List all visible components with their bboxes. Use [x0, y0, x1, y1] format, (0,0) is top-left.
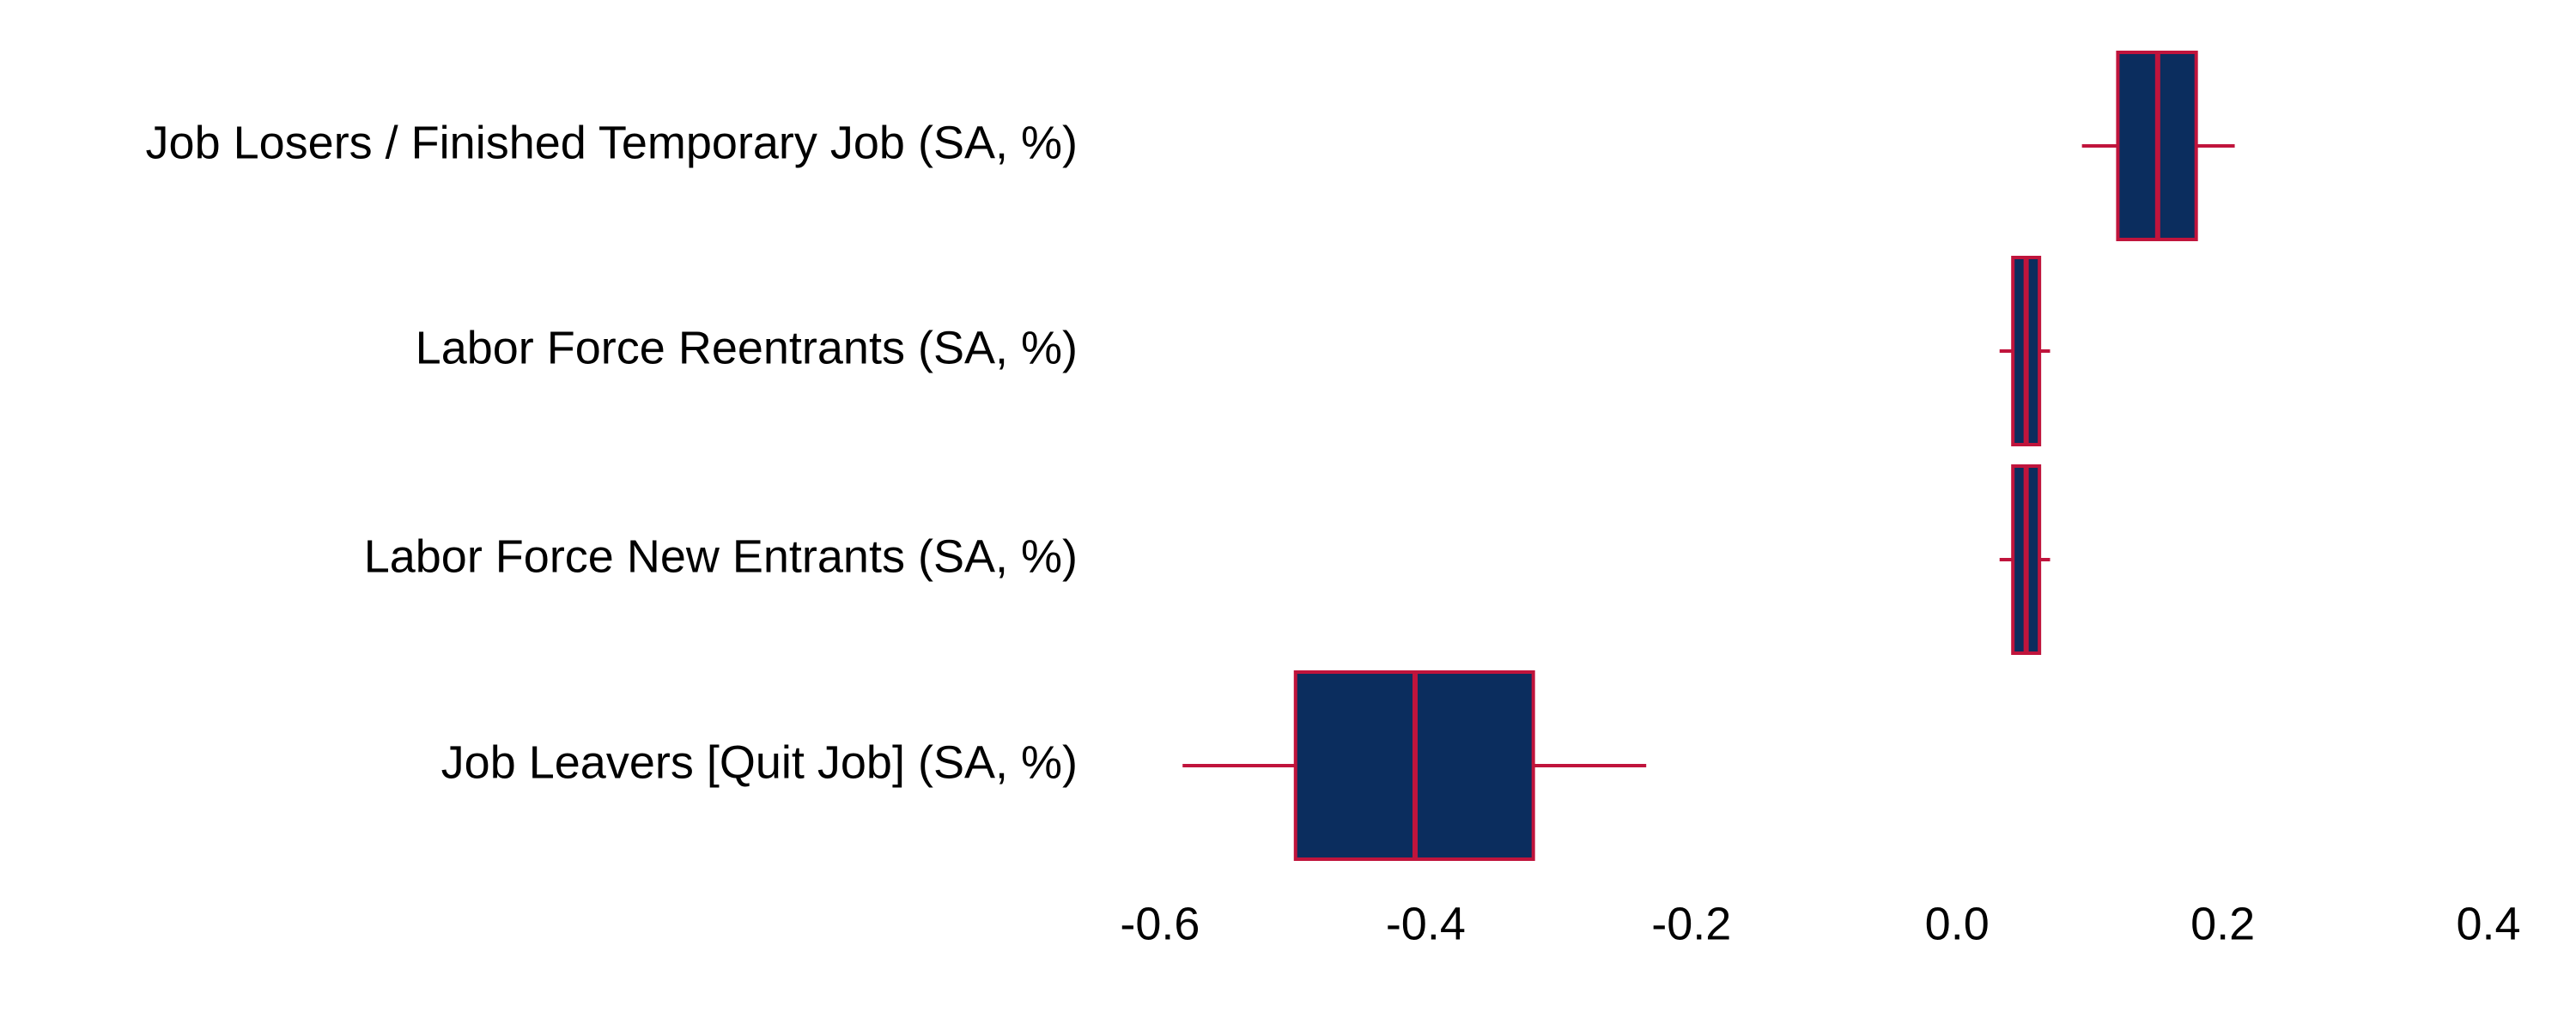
x-tick-label: -0.2 [1651, 898, 1731, 949]
y-tick-label: Job Leavers [Quit Job] (SA, %) [441, 736, 1078, 788]
x-tick-label: -0.6 [1120, 898, 1200, 949]
x-tick-label: 0.4 [2457, 898, 2521, 949]
y-tick-label: Labor Force Reentrants (SA, %) [416, 322, 1078, 373]
y-tick-label: Labor Force New Entrants (SA, %) [364, 530, 1078, 582]
x-tick-label: -0.4 [1386, 898, 1466, 949]
x-tick-label: 0.2 [2190, 898, 2255, 949]
y-tick-label: Job Losers / Finished Temporary Job (SA,… [146, 117, 1078, 168]
x-tick-label: 0.0 [1925, 898, 1990, 949]
